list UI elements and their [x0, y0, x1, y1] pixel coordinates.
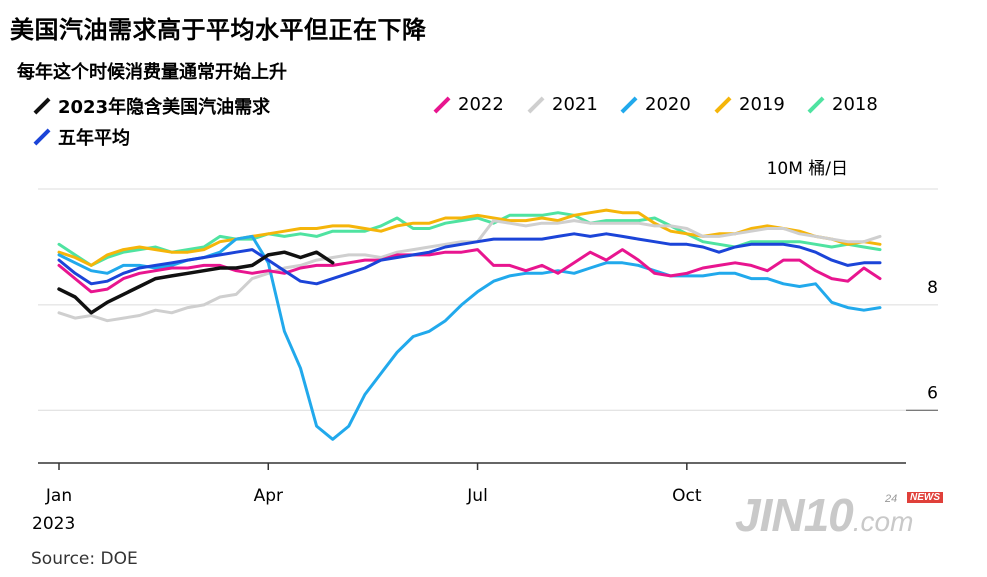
- jin10-watermark: JIN10.com 24 NEWS: [735, 488, 943, 542]
- x-axis-year-label: 2023: [32, 514, 75, 534]
- x-tick-label: Oct: [672, 486, 702, 506]
- series-line-2018: [57, 211, 882, 267]
- series-line-2021: [57, 219, 882, 323]
- gridlines: [38, 188, 938, 411]
- legend-label: 2023年隐含美国汽油需求: [58, 97, 271, 118]
- legend-label: 2020: [645, 94, 691, 115]
- legend-item-2021: 2021: [526, 94, 598, 115]
- y-tick-label: 8: [927, 278, 938, 298]
- source-note: Source: DOE: [31, 549, 138, 569]
- x-tick-label: Jul: [466, 486, 488, 506]
- legend-item-2019: 2019: [713, 94, 785, 115]
- series-line-2023: [57, 250, 335, 315]
- x-tick-label: Jan: [45, 486, 72, 506]
- series-lines: [57, 208, 882, 441]
- x-tick-label: Apr: [254, 486, 283, 506]
- chart-subtitle: 每年这个时候消费量通常开始上升: [17, 62, 287, 83]
- y-tick-label: 6: [927, 383, 938, 403]
- watermark-news-badge: NEWS: [907, 492, 943, 503]
- series-line-2022: [57, 248, 882, 294]
- watermark-brand: JIN10: [735, 489, 854, 541]
- legend-label: 2022: [458, 94, 504, 115]
- legend-item-2023: 2023年隐含美国汽油需求: [32, 93, 270, 119]
- legend-label: 2018: [832, 94, 878, 115]
- chart-title: 美国汽油需求高于平均水平但正在下降: [10, 16, 427, 44]
- legend-item-2018: 2018: [806, 94, 878, 115]
- legend-item-2020: 2020: [619, 94, 691, 115]
- legend-item-2022: 2022: [432, 94, 504, 115]
- series-line-five-year-avg: [57, 232, 882, 286]
- legend-label: 2019: [739, 94, 785, 115]
- legend-label: 五年平均: [58, 128, 130, 149]
- axes: 10M 桶/日 2023 6 8 Jan Apr Jul Oct: [32, 159, 938, 534]
- legend-label: 2021: [552, 94, 598, 115]
- watermark-24: 24: [885, 493, 898, 505]
- legend-item-five-year-avg: 五年平均: [32, 124, 130, 150]
- watermark-domain: .com: [852, 506, 914, 537]
- y-axis-label: 10M 桶/日: [767, 159, 848, 179]
